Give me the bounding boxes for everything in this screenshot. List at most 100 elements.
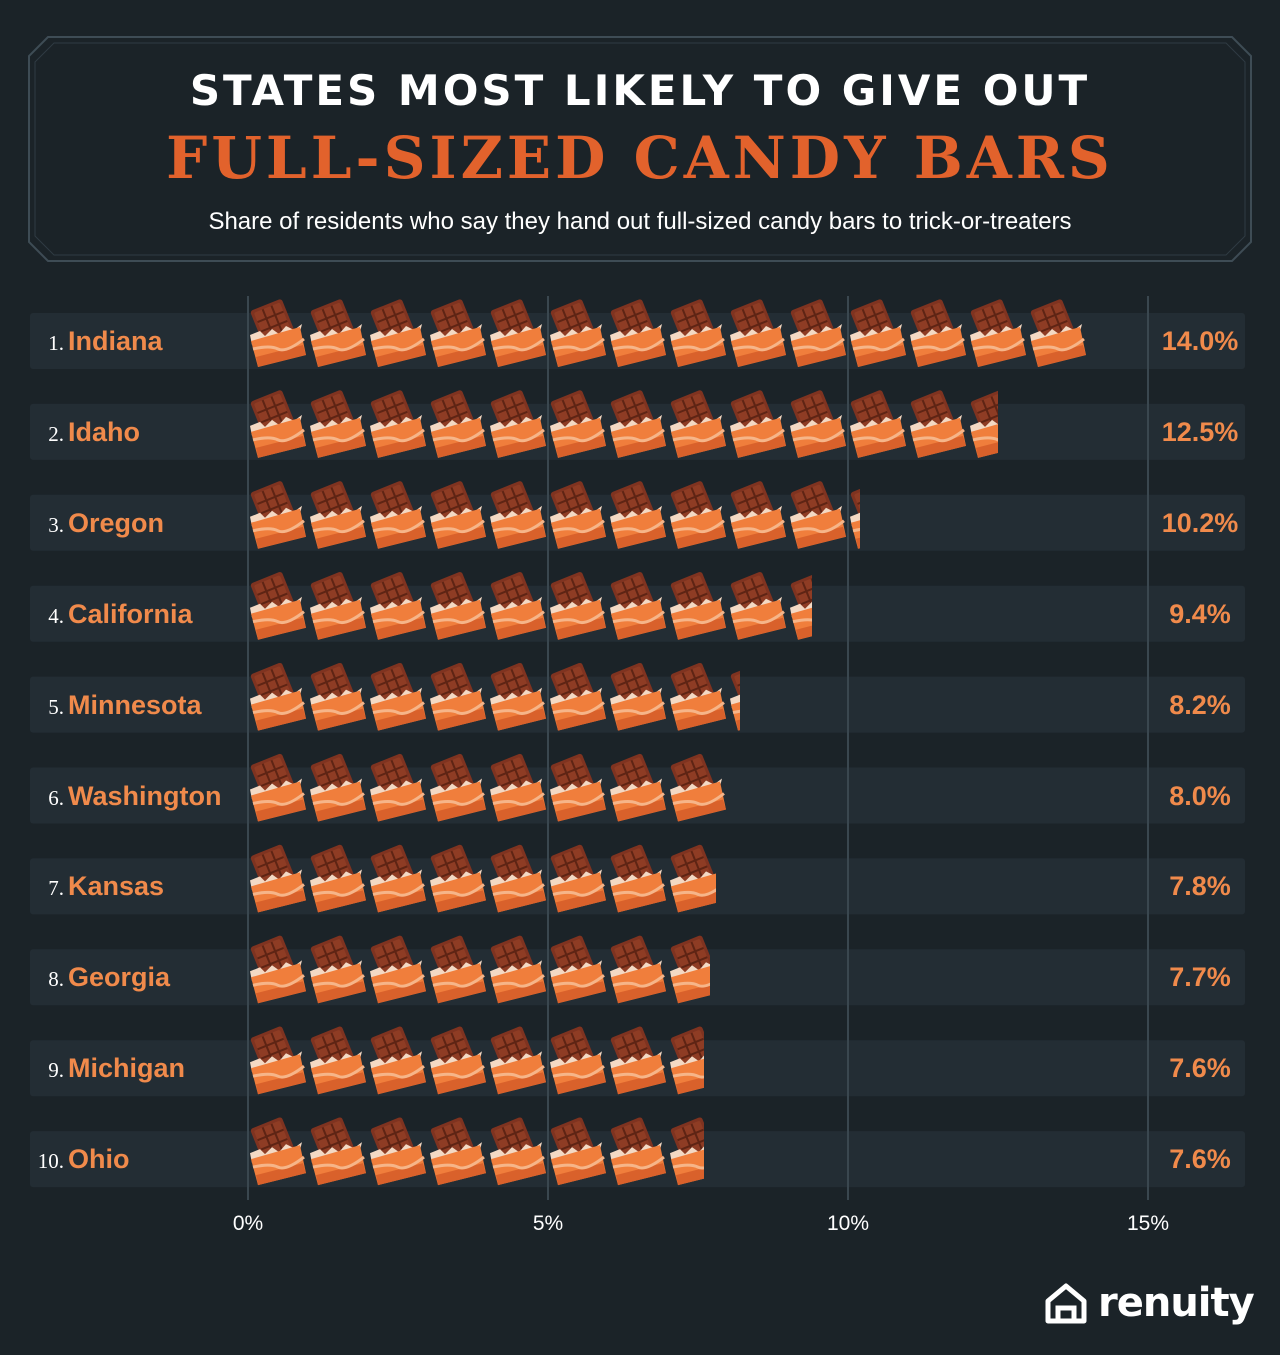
chocolate-bar-icon bbox=[308, 299, 368, 369]
x-tick-label: 10% bbox=[826, 1212, 870, 1235]
chocolate-bar-icon bbox=[728, 299, 788, 369]
chocolate-bar-icon bbox=[668, 753, 728, 823]
chocolate-bar-icon bbox=[308, 753, 368, 823]
chocolate-bar-icon bbox=[488, 753, 548, 823]
chocolate-bar-icon bbox=[788, 480, 848, 551]
state-name: Indiana bbox=[68, 326, 163, 356]
state-name: Idaho bbox=[68, 416, 140, 447]
state-name: Ohio bbox=[68, 1144, 130, 1175]
chocolate-bar-icon bbox=[368, 389, 428, 460]
chocolate-bar-icon bbox=[308, 935, 368, 1005]
data-label: 7.6% bbox=[1169, 1144, 1231, 1175]
chocolate-bar-icon bbox=[428, 571, 488, 642]
chocolate-bar-icon bbox=[788, 389, 848, 460]
rank-number: 7. bbox=[48, 876, 64, 901]
chocolate-bar-icon bbox=[428, 480, 488, 551]
chocolate-bar-icon bbox=[308, 480, 368, 551]
chocolate-bar-icon bbox=[488, 389, 548, 460]
chocolate-bar-icon bbox=[368, 662, 428, 733]
chocolate-bar-icon bbox=[368, 1026, 428, 1096]
chocolate-bar-icon bbox=[428, 935, 488, 1005]
chocolate-bar-icon bbox=[308, 1026, 368, 1096]
data-label: 14.0% bbox=[1161, 326, 1239, 356]
chocolate-bar-icon bbox=[308, 662, 368, 733]
chart-title-line1: STATES MOST LIKELY TO GIVE OUT bbox=[189, 66, 1091, 115]
row-label: 6. Washington bbox=[32, 768, 221, 824]
row-label: 3. Oregon bbox=[32, 495, 164, 551]
title-frame bbox=[28, 36, 1252, 262]
data-label: 12.5% bbox=[1161, 416, 1239, 447]
rank-number: 1. bbox=[48, 331, 64, 355]
rank-number: 2. bbox=[48, 421, 64, 446]
rank-number: 3. bbox=[48, 512, 64, 537]
chocolate-bar-icon bbox=[248, 753, 308, 823]
chocolate-bar-icon bbox=[848, 389, 908, 460]
chocolate-bar-icon bbox=[608, 1117, 668, 1187]
chocolate-bar-icon bbox=[368, 844, 428, 914]
chocolate-bar-icon bbox=[608, 935, 668, 1005]
bar bbox=[248, 662, 740, 733]
chocolate-bar-icon bbox=[608, 299, 668, 369]
chocolate-bar-icon bbox=[728, 571, 788, 642]
chocolate-bar-icon bbox=[248, 662, 308, 733]
row-label: 8. Georgia bbox=[32, 949, 170, 1005]
data-label: 7.6% bbox=[1169, 1053, 1231, 1084]
chocolate-bar-icon bbox=[308, 1117, 368, 1187]
chocolate-bar-icon bbox=[488, 662, 548, 733]
chocolate-bar-icon bbox=[428, 844, 488, 914]
chocolate-bar-icon bbox=[488, 1117, 548, 1187]
chocolate-bar-icon bbox=[728, 480, 788, 551]
chocolate-bar-icon bbox=[248, 571, 308, 642]
chocolate-bar-icon bbox=[248, 935, 308, 1005]
chocolate-bar-icon bbox=[488, 844, 548, 914]
row-label: 9. Michigan bbox=[32, 1040, 185, 1096]
chocolate-bar-icon bbox=[248, 1117, 308, 1187]
chocolate-bar-icon bbox=[488, 299, 548, 369]
state-name: Kansas bbox=[68, 871, 165, 902]
chocolate-bar-icon bbox=[368, 571, 428, 642]
chocolate-bar-icon bbox=[308, 389, 368, 460]
chocolate-bar-icon bbox=[248, 844, 308, 914]
rank-number: 6. bbox=[48, 785, 64, 810]
chocolate-bar-icon bbox=[668, 299, 728, 369]
data-label: 8.0% bbox=[1169, 780, 1231, 811]
chocolate-bar-icon bbox=[428, 753, 488, 823]
data-label: 7.8% bbox=[1169, 871, 1231, 902]
chocolate-bar-icon bbox=[788, 299, 848, 369]
data-label: 7.7% bbox=[1169, 962, 1231, 993]
chocolate-bar-icon bbox=[428, 1026, 488, 1096]
chocolate-bar-icon bbox=[548, 753, 608, 823]
chocolate-bar-icon bbox=[248, 299, 308, 369]
chocolate-bar-icon bbox=[308, 844, 368, 914]
row-label: 5. Minnesota bbox=[32, 677, 201, 733]
state-name: Washington bbox=[68, 780, 222, 811]
chocolate-bar-icon bbox=[728, 389, 788, 460]
chocolate-bar-icon bbox=[908, 299, 968, 369]
chocolate-bar-icon bbox=[548, 844, 608, 914]
chocolate-bar-icon bbox=[308, 571, 368, 642]
rank-number: 10. bbox=[37, 1149, 64, 1174]
chocolate-bar-icon bbox=[548, 662, 608, 733]
row-label: 2. Idaho bbox=[32, 404, 140, 460]
state-name: Oregon bbox=[68, 507, 165, 538]
chocolate-bar-icon bbox=[668, 662, 728, 733]
chocolate-bar-icon bbox=[608, 844, 668, 914]
chocolate-bar-icon bbox=[608, 480, 668, 551]
chocolate-bar-icon bbox=[608, 662, 668, 733]
data-label: 8.2% bbox=[1169, 689, 1231, 720]
chocolate-bar-icon bbox=[548, 935, 608, 1005]
chocolate-bar-icon bbox=[248, 389, 308, 460]
chocolate-bar-icon bbox=[248, 1026, 308, 1096]
house-icon bbox=[1045, 1283, 1087, 1324]
state-name: Georgia bbox=[68, 962, 171, 993]
chocolate-bar-icon bbox=[488, 571, 548, 642]
chocolate-bar-icon bbox=[248, 480, 308, 551]
gridlines bbox=[247, 296, 1149, 1200]
chocolate-bar-icon bbox=[368, 935, 428, 1005]
chocolate-bar-icon bbox=[548, 389, 608, 460]
chocolate-bar-icon bbox=[428, 389, 488, 460]
chocolate-bar-icon bbox=[368, 299, 428, 369]
data-label: 9.4% bbox=[1169, 598, 1231, 629]
rank-number: 5. bbox=[48, 694, 64, 719]
row-label: 1. Indiana bbox=[32, 313, 163, 369]
